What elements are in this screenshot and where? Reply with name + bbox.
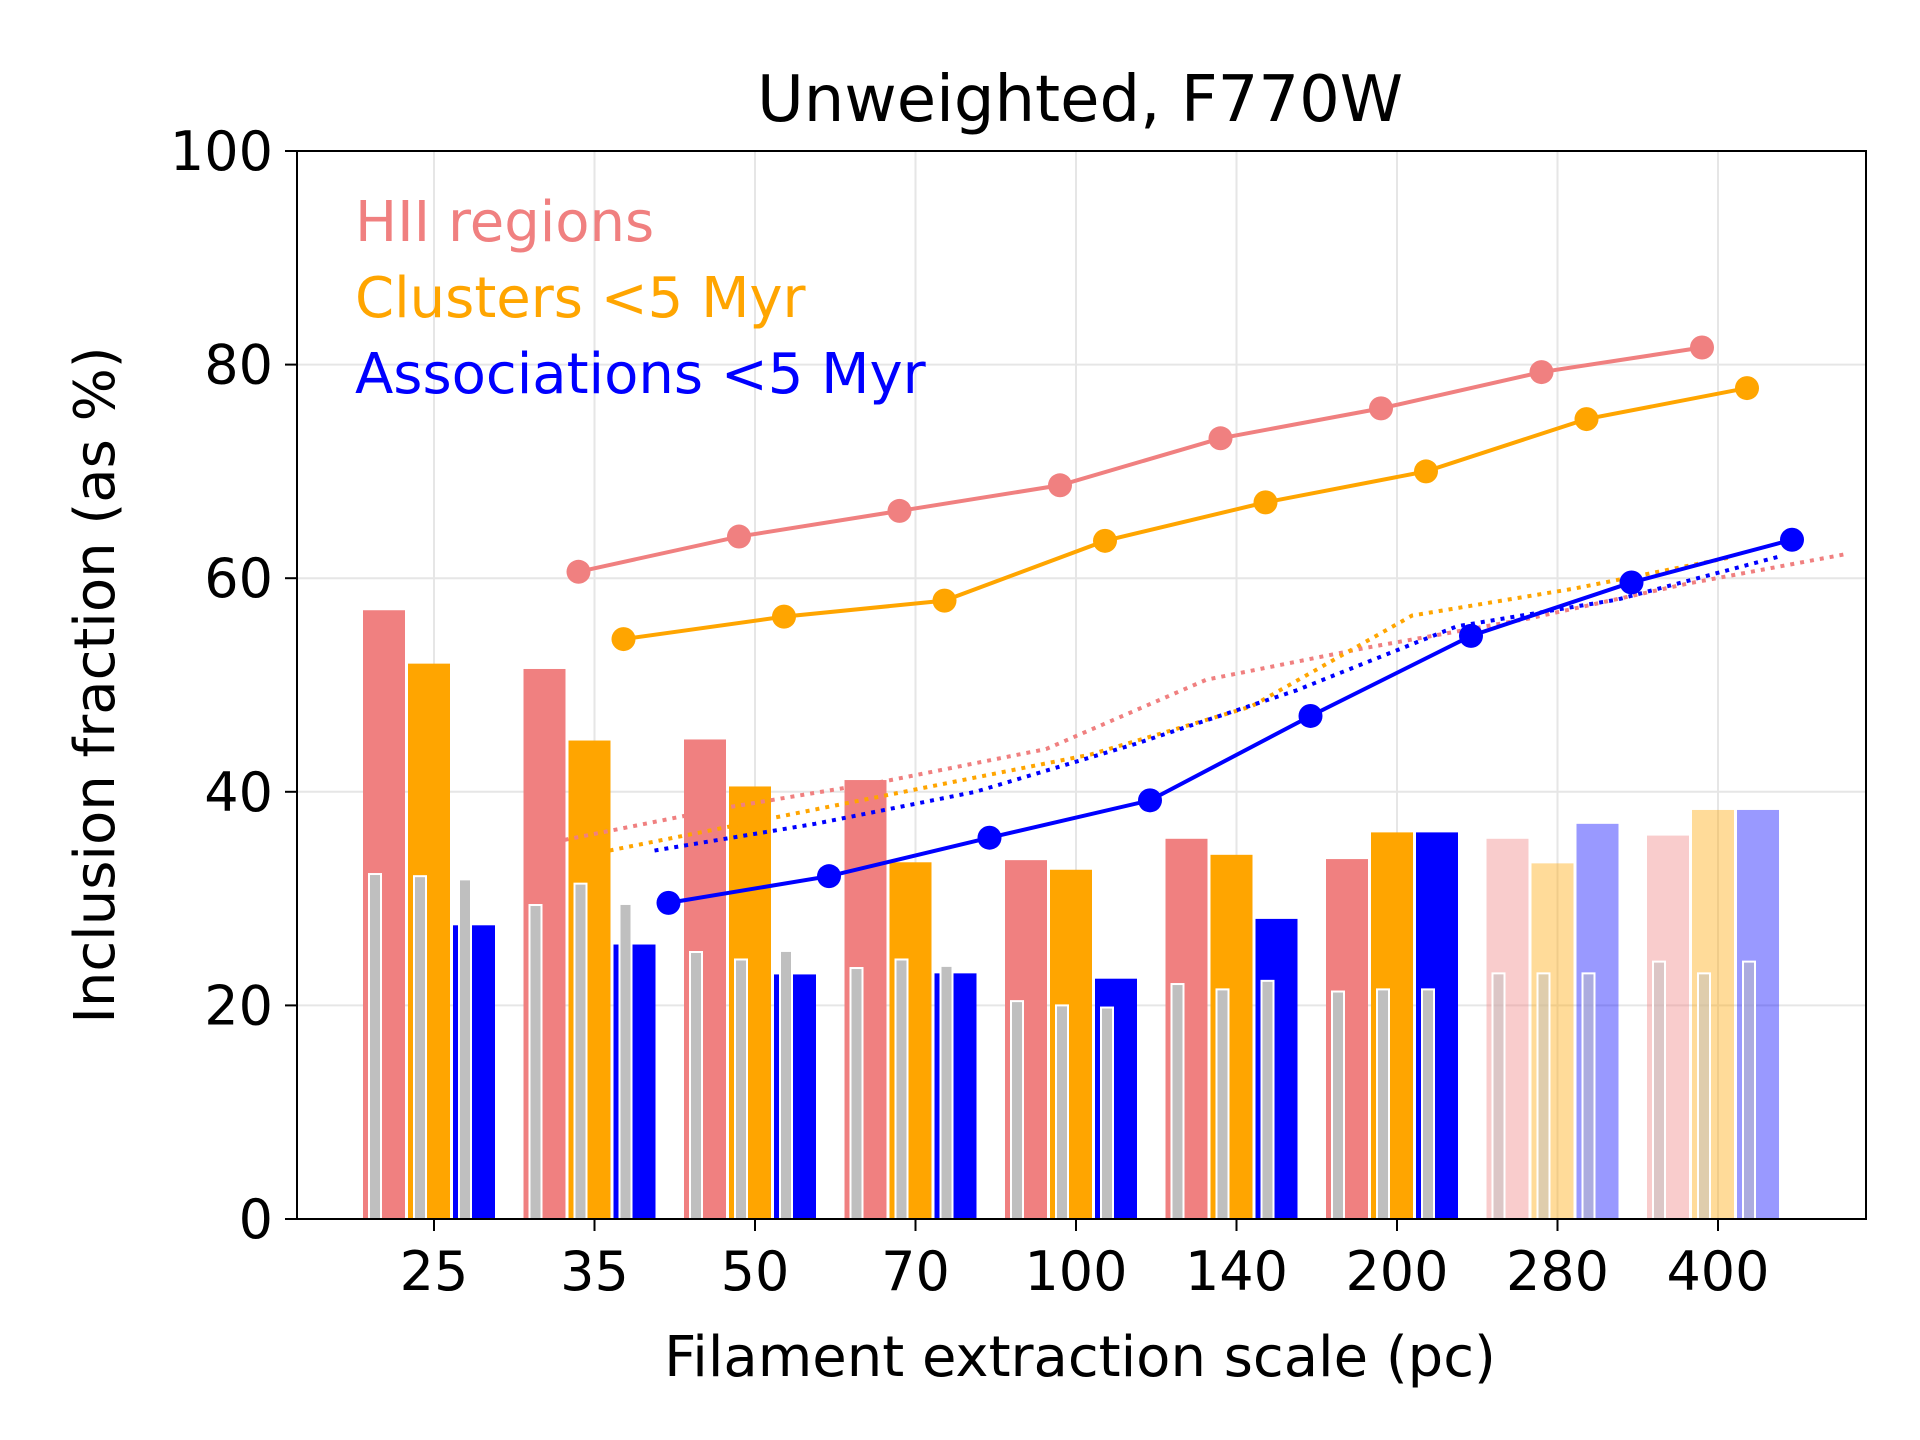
dotted-line-clusters — [609, 554, 1734, 853]
y-tick-label: 100 — [170, 120, 273, 183]
x-tick-label: 280 — [1506, 1240, 1609, 1303]
random-bar-associations — [1581, 972, 1596, 1220]
x-tick-label: 200 — [1345, 1240, 1448, 1303]
point-clusters — [1093, 528, 1117, 553]
point-hii — [1369, 396, 1393, 421]
point-hii — [1529, 360, 1554, 385]
point-associations — [1459, 623, 1483, 648]
random-bar-associations — [1742, 960, 1756, 1220]
point-clusters — [1574, 407, 1599, 432]
random-bar-clusters — [1055, 1004, 1069, 1221]
line-hii — [578, 345, 1703, 574]
random-bar-clusters — [1215, 988, 1230, 1220]
random-bar-associations — [1421, 988, 1435, 1220]
random-bar-associations — [618, 902, 633, 1220]
chart-title: Unweighted, F770W — [757, 63, 1403, 137]
y-tick-label: 80 — [204, 334, 273, 397]
point-associations — [1780, 527, 1804, 552]
legend: HII regions Clusters <5 Myr Associations… — [355, 190, 927, 407]
point-clusters — [1253, 490, 1278, 515]
x-tick-label: 50 — [721, 1240, 790, 1303]
lines — [564, 335, 1849, 915]
x-tick-label: 70 — [881, 1240, 950, 1303]
point-associations — [1298, 703, 1323, 728]
y-tick-label: 20 — [204, 974, 273, 1037]
random-bar-associations — [458, 878, 472, 1220]
random-bar-hii — [689, 951, 703, 1220]
y-tick-label: 0 — [239, 1188, 273, 1251]
random-bar-hii — [849, 967, 864, 1221]
x-tick-label: 140 — [1185, 1240, 1288, 1303]
y-tick-label: 40 — [204, 761, 273, 824]
random-bar-hii — [368, 873, 382, 1220]
point-associations — [817, 864, 841, 889]
random-bar-hii — [1491, 972, 1506, 1220]
random-bar-hii — [1331, 990, 1345, 1220]
point-clusters — [932, 588, 957, 613]
random-bar-hii — [1170, 983, 1185, 1220]
point-associations — [977, 825, 1002, 850]
random-bar-clusters — [894, 958, 909, 1220]
random-bar-associations — [779, 949, 793, 1220]
legend-entry-associations: Associations <5 Myr — [355, 342, 927, 407]
point-associations — [1138, 788, 1162, 813]
x-tick-label: 35 — [560, 1240, 629, 1303]
dotted-line-hii — [564, 551, 1849, 842]
random-bar-clusters — [1697, 972, 1711, 1220]
point-hii — [727, 524, 751, 549]
axes: 0 20 40 60 80 100 25 35 50 70 100 140 200 280 400 — [170, 120, 1770, 1303]
random-bar-hii — [1652, 960, 1666, 1220]
point-clusters — [772, 604, 796, 629]
point-associations — [656, 890, 681, 915]
random-bar-associations — [939, 964, 954, 1220]
x-tick-label: 100 — [1024, 1240, 1127, 1303]
random-bar-clusters — [413, 875, 427, 1220]
random-bar-clusters — [1376, 988, 1390, 1220]
line-clusters — [623, 386, 1748, 642]
x-tick-label: 400 — [1666, 1240, 1769, 1303]
random-bar-associations — [1100, 1006, 1114, 1221]
point-associations — [1619, 570, 1644, 595]
point-hii — [1048, 473, 1072, 498]
point-hii — [887, 498, 912, 523]
random-bar-clusters — [1536, 972, 1551, 1220]
point-hii — [1690, 335, 1714, 360]
point-hii — [566, 559, 591, 584]
line-associations — [668, 537, 1793, 905]
legend-entry-hii: HII regions — [355, 190, 654, 255]
random-bar-clusters — [573, 882, 588, 1220]
random-bar-hii — [528, 904, 543, 1220]
dotted-line-associations — [654, 554, 1779, 853]
point-clusters — [1414, 459, 1438, 484]
y-axis-label: Inclusion fraction (as %) — [63, 346, 128, 1023]
legend-entry-clusters: Clusters <5 Myr — [355, 266, 807, 331]
point-clusters — [611, 627, 636, 652]
plot-frame — [296, 150, 1867, 1220]
y-tick-label: 60 — [204, 547, 273, 610]
random-bar-associations — [1260, 979, 1275, 1220]
random-bar-hii — [1010, 1000, 1024, 1220]
x-tick-label: 25 — [400, 1240, 469, 1303]
x-axis-label: Filament extraction scale (pc) — [664, 1325, 1496, 1390]
bars — [363, 610, 1779, 1221]
point-clusters — [1735, 376, 1759, 401]
random-bar-clusters — [734, 958, 748, 1220]
point-hii — [1208, 426, 1233, 451]
